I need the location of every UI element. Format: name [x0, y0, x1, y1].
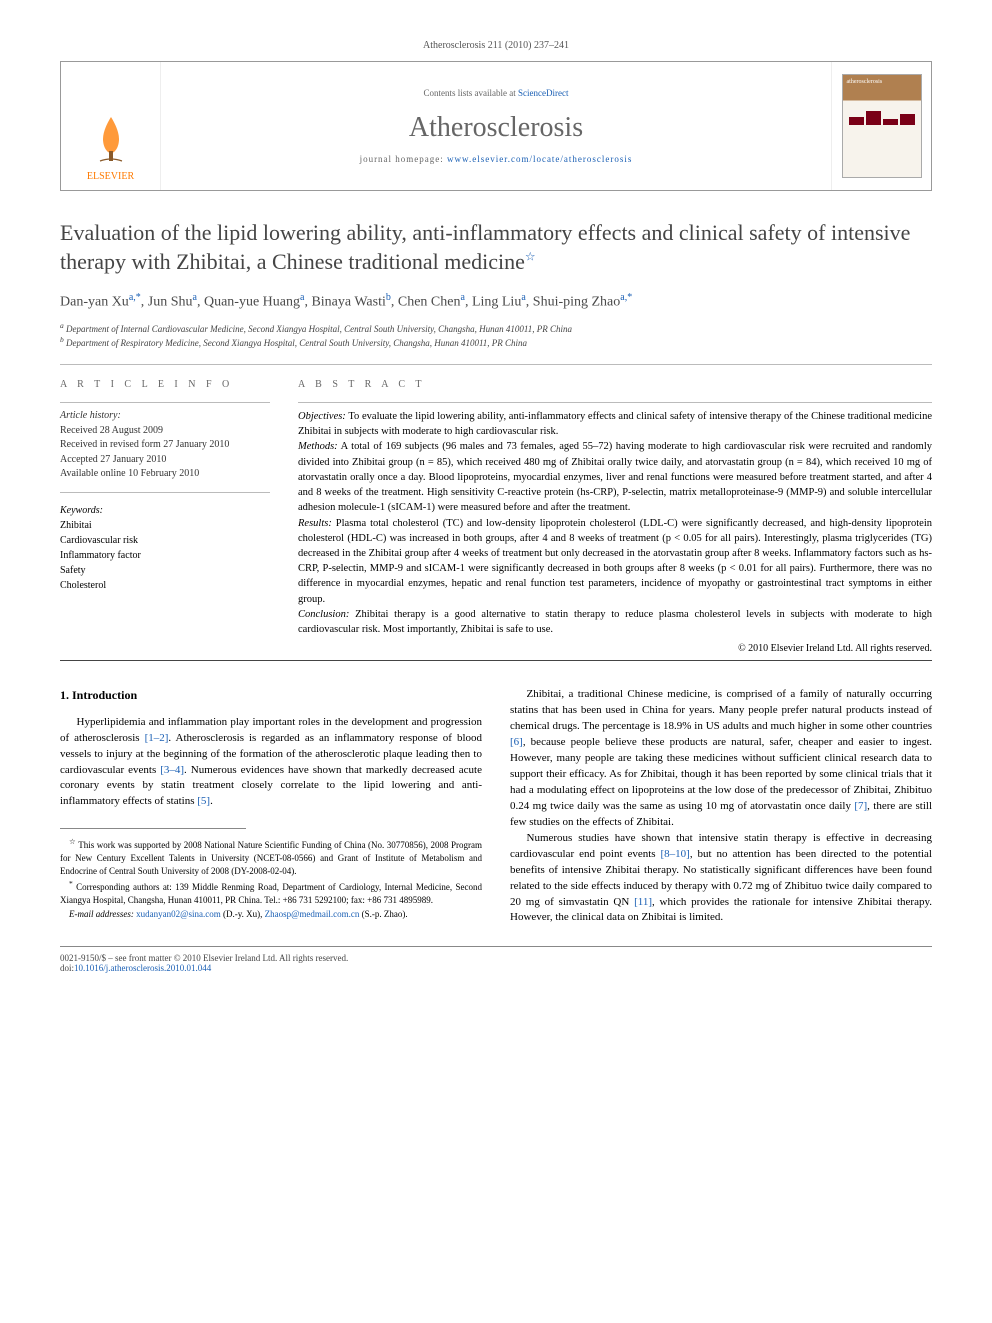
author-affil-marker: a,*: [620, 292, 632, 303]
author-name: Jun Shu: [148, 295, 193, 310]
author-affil-marker: a: [300, 292, 304, 303]
author-marker-link[interactable]: b: [386, 292, 391, 303]
citation-link[interactable]: [3–4]: [160, 764, 184, 776]
publisher-name: ELSEVIER: [87, 171, 134, 182]
citation-link[interactable]: [7]: [854, 800, 867, 812]
funding-marker: ☆: [69, 837, 76, 846]
author-affil-marker: b: [386, 292, 391, 303]
abs-objectives-label: Objectives:: [298, 411, 346, 422]
sciencedirect-link[interactable]: ScienceDirect: [518, 88, 568, 98]
journal-cover-thumbnail: atherosclerosis: [831, 62, 931, 190]
author-affil-marker: a: [460, 292, 464, 303]
author-marker-link[interactable]: a: [521, 292, 525, 303]
abs-conclusion-label: Conclusion:: [298, 609, 349, 620]
author-marker-link[interactable]: a,*: [620, 292, 632, 303]
funding-text: This work was supported by 2008 National…: [60, 840, 482, 875]
abs-objectives: To evaluate the lipid lowering ability, …: [298, 411, 932, 437]
abstract-body: Objectives: To evaluate the lipid loweri…: [298, 409, 932, 637]
author-list: Dan-yan Xua,*, Jun Shua, Quan-yue Huanga…: [60, 292, 932, 311]
author-marker-link[interactable]: a,*: [129, 292, 141, 303]
abs-results-label: Results:: [298, 518, 332, 529]
history-line: Accepted 27 January 2010: [60, 453, 270, 468]
author-name: Quan-yue Huang: [204, 295, 300, 310]
history-line: Received 28 August 2009: [60, 424, 270, 439]
footnote-funding: ☆ This work was supported by 2008 Nation…: [60, 837, 482, 877]
page-footer: 0021-9150/$ – see front matter © 2010 El…: [60, 946, 932, 973]
intro-paragraph-2: Zhibitai, a traditional Chinese medicine…: [510, 687, 932, 830]
email-link[interactable]: Zhaosp@medmail.com.cn: [265, 909, 360, 919]
citation-link[interactable]: [6]: [510, 736, 523, 748]
body-col-left: 1. Introduction Hyperlipidemia and infla…: [60, 687, 482, 926]
abs-results: Plasma total cholesterol (TC) and low-de…: [298, 518, 932, 605]
journal-homepage-link[interactable]: www.elsevier.com/locate/atherosclerosis: [447, 154, 632, 164]
author-name: Ling Liu: [472, 295, 521, 310]
history-line: Received in revised form 27 January 2010: [60, 438, 270, 453]
keyword: Cardiovascular risk: [60, 533, 270, 548]
author-affil-marker: a: [193, 292, 197, 303]
corr-marker: *: [69, 879, 73, 888]
affiliation: b Department of Respiratory Medicine, Se…: [60, 335, 932, 350]
abs-conclusion: Zhibitai therapy is a good alternative t…: [298, 609, 932, 635]
elsevier-tree-icon: [88, 113, 134, 167]
issn-line: 0021-9150/$ – see front matter © 2010 El…: [60, 953, 932, 963]
citation-link[interactable]: [11]: [634, 896, 652, 908]
cover-journal-label: atherosclerosis: [847, 79, 883, 85]
author-name: Chen Chen: [398, 295, 461, 310]
footnote-emails: E-mail addresses: xudanyan02@sina.com (D…: [60, 908, 482, 921]
article-history: Article history: Received 28 August 2009…: [60, 409, 270, 482]
contents-line: Contents lists available at ScienceDirec…: [424, 88, 569, 98]
author-affil-marker: a: [521, 292, 525, 303]
abs-methods: A total of 169 subjects (96 males and 73…: [298, 441, 932, 513]
keyword: Cholesterol: [60, 578, 270, 593]
abstract-copyright: © 2010 Elsevier Ireland Ltd. All rights …: [298, 643, 932, 654]
author-name: Dan-yan Xu: [60, 295, 129, 310]
author-name: Shui-ping Zhao: [533, 295, 621, 310]
publisher-logo: ELSEVIER: [61, 62, 161, 190]
affiliation-marker: a: [60, 321, 64, 330]
citation-link[interactable]: [1–2]: [145, 732, 169, 744]
email-link[interactable]: xudanyan02@sina.com: [136, 909, 221, 919]
footnote-corresponding: * Corresponding authors at: 139 Middle R…: [60, 879, 482, 906]
doi-label: doi:: [60, 963, 74, 973]
body-col-right: Zhibitai, a traditional Chinese medicine…: [510, 687, 932, 926]
keyword: Inflammatory factor: [60, 548, 270, 563]
affiliation: a Department of Internal Cardiovascular …: [60, 321, 932, 336]
section-heading-intro: 1. Introduction: [60, 687, 482, 704]
keyword: Zhibitai: [60, 518, 270, 533]
author-marker-link[interactable]: a: [300, 292, 304, 303]
citation-link[interactable]: [8–10]: [661, 848, 690, 860]
history-line: Available online 10 February 2010: [60, 467, 270, 482]
contents-prefix: Contents lists available at: [424, 88, 518, 98]
title-text: Evaluation of the lipid lowering ability…: [60, 220, 910, 274]
journal-name: Atherosclerosis: [409, 112, 583, 144]
affiliation-marker: b: [60, 335, 64, 344]
title-footnote-marker[interactable]: ☆: [525, 249, 536, 263]
keywords-block: Keywords: ZhibitaiCardiovascular riskInf…: [60, 503, 270, 593]
author-marker-link[interactable]: a: [193, 292, 197, 303]
email-label: E-mail addresses:: [69, 909, 134, 919]
keywords-label: Keywords:: [60, 503, 270, 518]
intro-paragraph-3: Numerous studies have shown that intensi…: [510, 831, 932, 927]
homepage-prefix: journal homepage:: [360, 154, 447, 164]
author-name: Binaya Wasti: [311, 295, 385, 310]
running-head: Atherosclerosis 211 (2010) 237–241: [60, 40, 932, 51]
footnotes: ☆ This work was supported by 2008 Nation…: [60, 837, 482, 921]
author-marker-link[interactable]: a: [460, 292, 464, 303]
author-affil-marker: a,*: [129, 292, 141, 303]
keyword: Safety: [60, 563, 270, 578]
article-title: Evaluation of the lipid lowering ability…: [60, 219, 932, 276]
history-label: Article history:: [60, 409, 270, 424]
homepage-line: journal homepage: www.elsevier.com/locat…: [360, 154, 633, 164]
header-box: ELSEVIER Contents lists available at Sci…: [60, 61, 932, 191]
corr-text: Corresponding authors at: 139 Middle Ren…: [60, 882, 482, 905]
abs-methods-label: Methods:: [298, 441, 338, 452]
doi-link[interactable]: 10.1016/j.atherosclerosis.2010.01.044: [74, 963, 211, 973]
article-info-heading: A R T I C L E I N F O: [60, 379, 270, 390]
intro-paragraph-1: Hyperlipidemia and inflammation play imp…: [60, 715, 482, 811]
citation-link[interactable]: [5]: [197, 795, 210, 807]
abstract-heading: A B S T R A C T: [298, 379, 932, 390]
